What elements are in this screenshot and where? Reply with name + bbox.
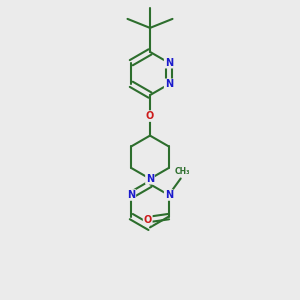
Text: N: N — [165, 58, 173, 68]
Text: N: N — [127, 190, 135, 200]
Text: CH₃: CH₃ — [175, 167, 190, 176]
Text: O: O — [146, 111, 154, 121]
Text: N: N — [146, 174, 154, 184]
Text: N: N — [165, 190, 173, 200]
Text: N: N — [165, 79, 173, 89]
Text: O: O — [144, 214, 152, 225]
